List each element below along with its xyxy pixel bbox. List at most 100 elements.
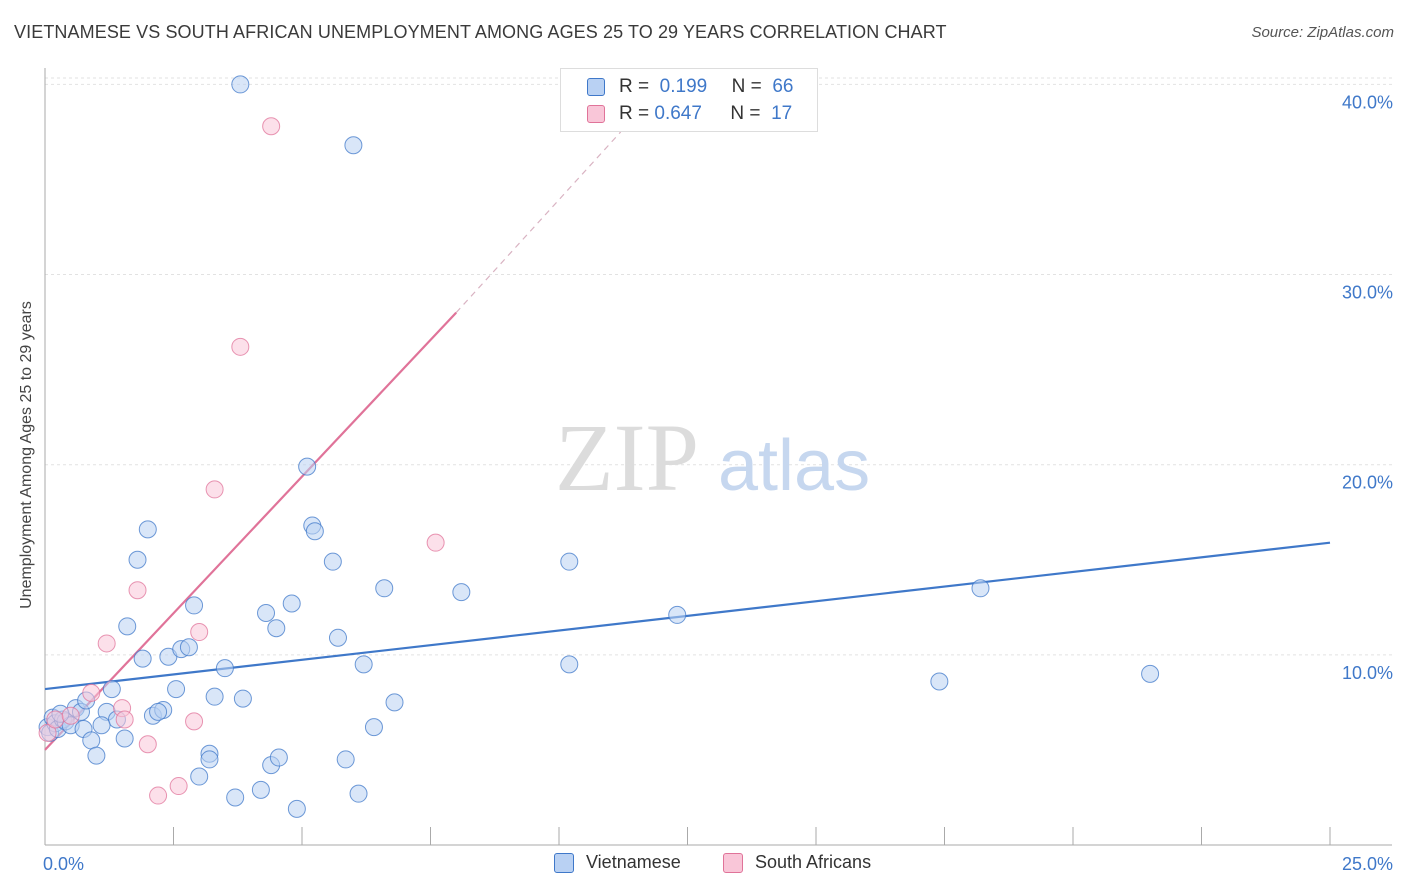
trend-line-vietnamese	[44, 541, 1331, 691]
data-point-vietnamese	[1141, 664, 1160, 683]
data-point-vietnamese	[185, 596, 204, 615]
data-point-vietnamese	[87, 746, 106, 765]
data-point-south-africans	[61, 706, 80, 725]
vietnamese-legend-swatch-icon	[554, 852, 574, 873]
data-point-vietnamese	[205, 687, 224, 706]
data-point-vietnamese	[226, 788, 245, 807]
south-africans-swatch-icon	[587, 105, 605, 123]
trend-extension-south-africans	[455, 131, 622, 313]
data-point-vietnamese	[336, 750, 355, 769]
data-point-south-africans	[169, 777, 188, 796]
tick-labels: 10.0% 20.0% 30.0% 40.0% 0.0% 25.0%	[43, 92, 1393, 874]
data-point-south-africans	[190, 623, 209, 642]
trend-lines	[44, 131, 1331, 751]
data-point-vietnamese	[364, 718, 383, 737]
legend-row-south-africans: R = 0.647 N = 17	[587, 102, 792, 126]
data-point-south-africans	[262, 117, 281, 136]
data-point-south-africans	[46, 710, 65, 729]
data-point-south-africans	[205, 480, 224, 499]
data-point-vietnamese	[328, 628, 347, 647]
data-point-vietnamese	[200, 750, 219, 769]
y-tick-label: 40.0%	[1342, 92, 1393, 112]
legend-label-south-africans: South Africans	[755, 852, 872, 872]
data-point-south-africans	[149, 786, 168, 805]
chart-title: VIETNAMESE VS SOUTH AFRICAN UNEMPLOYMENT…	[14, 22, 947, 42]
data-point-vietnamese	[257, 604, 276, 623]
data-point-vietnamese	[92, 716, 111, 735]
data-point-vietnamese	[115, 729, 134, 748]
data-point-vietnamese	[305, 522, 324, 541]
legend-row-vietnamese: R = 0.199 N = 66	[587, 75, 793, 99]
data-point-south-africans	[231, 337, 250, 356]
data-point-vietnamese	[971, 579, 990, 598]
y-tick-label: 20.0%	[1342, 473, 1393, 493]
source-label: Source: ZipAtlas.com	[1251, 24, 1394, 41]
data-point-south-africans	[426, 533, 445, 552]
data-point-vietnamese	[233, 689, 252, 708]
data-point-south-africans	[128, 581, 147, 600]
legend-item-south-africans: South Africans	[723, 852, 871, 873]
y-tick-label: 30.0%	[1342, 283, 1393, 303]
data-point-south-africans	[82, 683, 101, 702]
watermark: ZIP atlas	[555, 404, 870, 511]
data-point-vietnamese	[668, 605, 687, 624]
data-point-south-africans	[138, 735, 157, 754]
data-point-vietnamese	[138, 520, 157, 539]
vietnamese-swatch-icon	[587, 78, 605, 96]
data-point-vietnamese	[179, 638, 198, 657]
legend-item-vietnamese: Vietnamese	[554, 852, 681, 873]
south-africans-legend-swatch-icon	[723, 852, 743, 873]
y-axis-label: Unemployment Among Ages 25 to 29 years	[18, 301, 35, 609]
data-point-vietnamese	[102, 680, 121, 699]
data-point-vietnamese	[560, 655, 579, 674]
watermark-atlas: atlas	[718, 426, 870, 506]
data-point-vietnamese	[267, 619, 286, 638]
grid-lines	[45, 77, 1392, 656]
data-point-vietnamese	[452, 583, 471, 602]
correlation-legend: R = 0.199 N = 66 R = 0.647 N = 17	[560, 68, 818, 132]
legend-n-label: N =	[730, 103, 761, 124]
data-point-vietnamese	[298, 457, 317, 476]
watermark-zip: ZIP	[555, 404, 699, 511]
series-legend: Vietnamese South Africans	[0, 852, 1406, 876]
data-point-south-africans	[185, 712, 204, 731]
data-point-vietnamese	[128, 550, 147, 569]
legend-r-label: R =	[619, 76, 650, 97]
data-point-vietnamese	[190, 767, 209, 786]
data-point-vietnamese	[167, 680, 186, 699]
legend-label-vietnamese: Vietnamese	[586, 852, 681, 872]
data-point-south-africans	[97, 634, 116, 653]
trend-line-south-africans	[44, 311, 458, 751]
data-point-vietnamese	[215, 659, 234, 678]
data-point-vietnamese	[375, 579, 394, 598]
data-point-vietnamese	[930, 672, 949, 691]
data-point-vietnamese	[133, 649, 152, 668]
legend-n-label: N =	[731, 76, 762, 97]
data-point-vietnamese	[287, 799, 306, 818]
legend-r-value-vietnamese: 0.199	[659, 76, 708, 97]
data-point-vietnamese	[385, 693, 404, 712]
x-tick-label: 25.0%	[1342, 854, 1393, 874]
data-point-vietnamese	[149, 702, 168, 721]
data-point-vietnamese	[118, 617, 137, 636]
legend-n-value-vietnamese: 66	[772, 76, 794, 97]
data-points	[38, 75, 1160, 818]
data-point-vietnamese	[349, 784, 368, 803]
data-point-vietnamese	[282, 594, 301, 613]
data-point-vietnamese	[82, 731, 101, 750]
data-point-vietnamese	[231, 75, 250, 94]
data-point-vietnamese	[323, 552, 342, 571]
data-point-vietnamese	[560, 552, 579, 571]
data-point-vietnamese	[251, 780, 270, 799]
data-point-vietnamese	[354, 655, 373, 674]
legend-n-value-south-africans: 17	[771, 103, 793, 124]
legend-r-value-south-africans: 0.647	[654, 103, 702, 124]
data-point-south-africans	[38, 723, 57, 742]
legend-r-label: R =	[619, 103, 650, 124]
data-point-vietnamese	[269, 748, 288, 767]
y-tick-label: 10.0%	[1342, 663, 1393, 683]
data-point-vietnamese	[344, 136, 363, 155]
data-point-south-africans	[115, 710, 134, 729]
x-tick-label: 0.0%	[43, 854, 84, 874]
